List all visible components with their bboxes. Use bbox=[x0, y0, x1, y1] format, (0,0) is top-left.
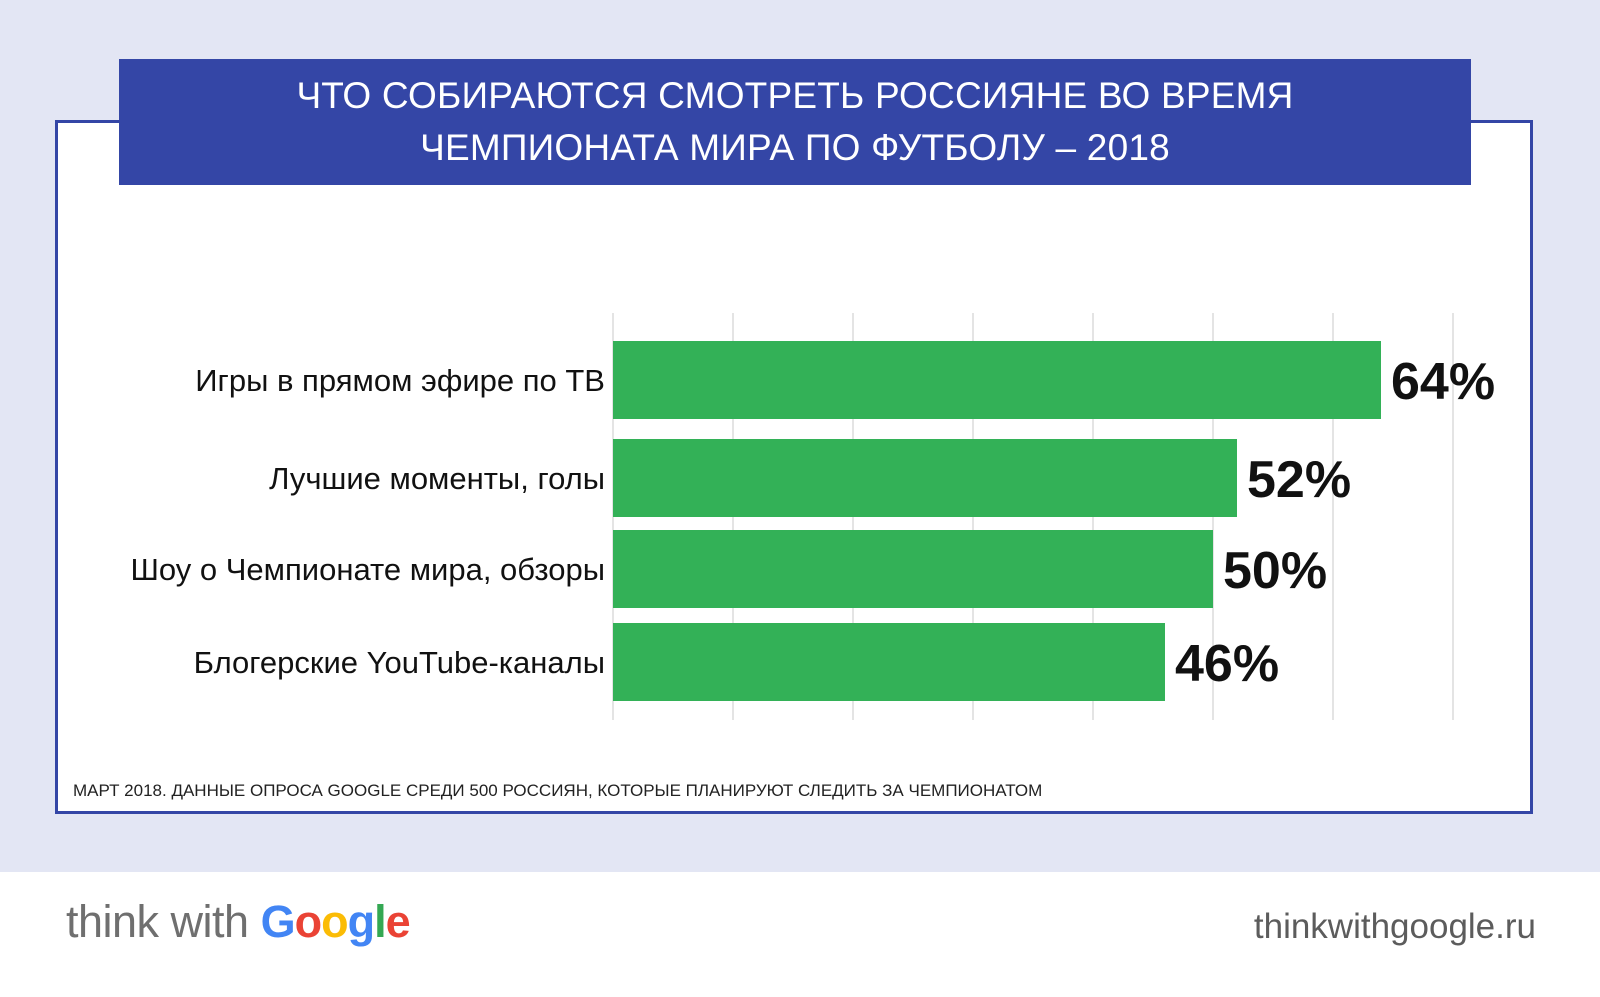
site-url: thinkwithgoogle.ru bbox=[1253, 907, 1536, 946]
category-label: Лучшие моменты, голы bbox=[269, 461, 605, 496]
google-letter: e bbox=[385, 896, 411, 947]
google-letter: g bbox=[347, 896, 375, 947]
title-line-2: ЧЕМПИОНАТА МИРА ПО ФУТБОЛУ – 2018 bbox=[420, 127, 1170, 168]
category-label: Шоу о Чемпионате мира, обзоры bbox=[131, 552, 606, 587]
value-labels: 64% 52% 50% 46% bbox=[1175, 353, 1495, 693]
value-label: 52% bbox=[1247, 451, 1351, 509]
google-wordmark: Google bbox=[260, 896, 411, 947]
google-letter: G bbox=[260, 896, 296, 947]
google-letter: o bbox=[294, 896, 322, 947]
category-labels: Игры в прямом эфире по ТВ Лучшие моменты,… bbox=[131, 363, 606, 680]
google-letter: o bbox=[321, 896, 348, 947]
bar bbox=[613, 341, 1381, 419]
logo-prefix: think with bbox=[66, 896, 249, 947]
google-letter: l bbox=[374, 896, 386, 947]
value-label: 64% bbox=[1391, 353, 1495, 411]
bar bbox=[613, 623, 1165, 701]
value-label: 50% bbox=[1223, 542, 1327, 600]
title-line-1: ЧТО СОБИРАЮТСЯ СМОТРЕТЬ РОССИЯНЕ ВО ВРЕМ… bbox=[296, 75, 1294, 116]
think-with-google-logo: think with Google bbox=[66, 896, 411, 948]
category-label: Игры в прямом эфире по ТВ bbox=[195, 363, 605, 398]
bars bbox=[613, 341, 1381, 701]
footnote: МАРТ 2018. ДАННЫЕ ОПРОСА GOOGLE СРЕДИ 50… bbox=[73, 781, 1043, 800]
category-label: Блогерские YouTube-каналы bbox=[194, 645, 605, 680]
value-label: 46% bbox=[1175, 635, 1279, 693]
title-banner: ЧТО СОБИРАЮТСЯ СМОТРЕТЬ РОССИЯНЕ ВО ВРЕМ… bbox=[119, 59, 1471, 185]
bar bbox=[613, 439, 1237, 517]
bar bbox=[613, 530, 1213, 608]
